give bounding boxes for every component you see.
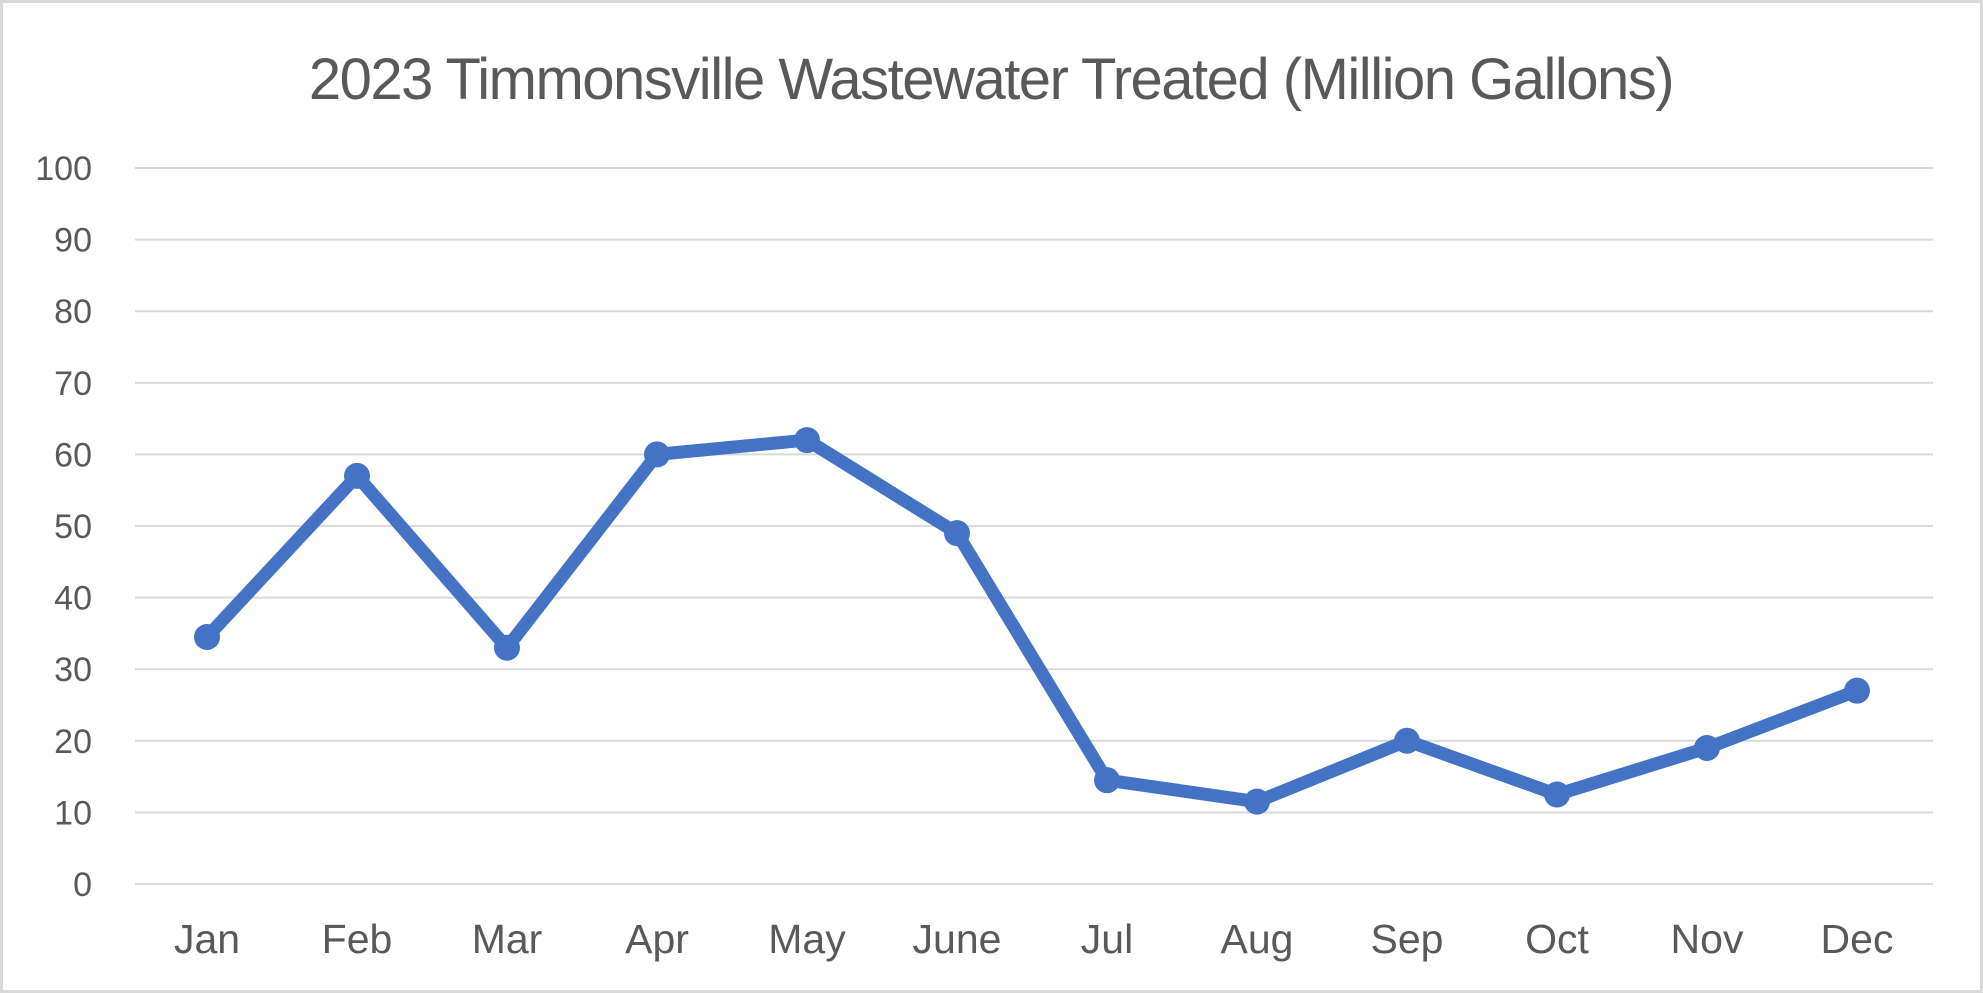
chart-title: 2023 Timmonsville Wastewater Treated (Mi… <box>309 47 1673 112</box>
line-chart: 2023 Timmonsville Wastewater Treated (Mi… <box>35 47 1933 962</box>
data-point-marker <box>1544 781 1570 808</box>
x-axis-category-label: Feb <box>322 916 393 962</box>
y-axis-labels: 0 10 20 30 40 50 60 70 80 90 100 <box>35 150 92 904</box>
y-axis-tick-label: 60 <box>54 436 92 474</box>
x-axis-category-label: Nov <box>1671 916 1744 962</box>
x-axis-labels: Jan Feb Mar Apr May June Jul Aug Sep Oct Nov Dec <box>174 916 1894 962</box>
y-axis-tick-label: 0 <box>73 866 92 904</box>
x-axis-category-label: Oct <box>1525 916 1589 962</box>
y-axis-tick-label: 100 <box>35 150 92 188</box>
y-axis-tick-label: 20 <box>54 723 92 761</box>
y-axis-tick-label: 50 <box>54 508 92 546</box>
y-axis-tick-label: 30 <box>54 651 92 689</box>
data-point-marker <box>1394 727 1420 754</box>
x-axis-category-label: Mar <box>472 916 543 962</box>
y-axis-tick-label: 90 <box>54 222 92 260</box>
data-point-marker <box>644 441 670 468</box>
data-point-marker <box>944 520 970 547</box>
data-point-marker <box>1244 788 1270 815</box>
data-point-marker <box>194 623 220 650</box>
data-point-marker <box>494 634 520 661</box>
x-axis-category-label: Sep <box>1371 916 1444 962</box>
data-point-marker <box>1844 677 1870 704</box>
x-axis-category-label: May <box>768 916 846 962</box>
y-axis-tick-label: 80 <box>54 293 92 331</box>
y-axis-tick-label: 10 <box>54 794 92 832</box>
series-markers <box>194 427 1870 815</box>
y-axis-tick-label: 40 <box>54 580 92 618</box>
y-axis-tick-label: 70 <box>54 365 92 403</box>
x-axis-category-label: June <box>913 916 1002 962</box>
x-axis-category-label: Aug <box>1221 916 1294 962</box>
series-line <box>200 433 1864 809</box>
data-point-marker <box>1094 767 1120 794</box>
data-point-marker <box>794 427 820 454</box>
data-point-marker <box>344 462 370 489</box>
x-axis-category-label: Jan <box>174 916 240 962</box>
x-axis-category-label: Jul <box>1081 916 1133 962</box>
gridlines <box>135 167 1933 885</box>
x-axis-category-label: Dec <box>1821 916 1894 962</box>
data-point-marker <box>1694 734 1720 761</box>
x-axis-category-label: Apr <box>625 916 689 962</box>
